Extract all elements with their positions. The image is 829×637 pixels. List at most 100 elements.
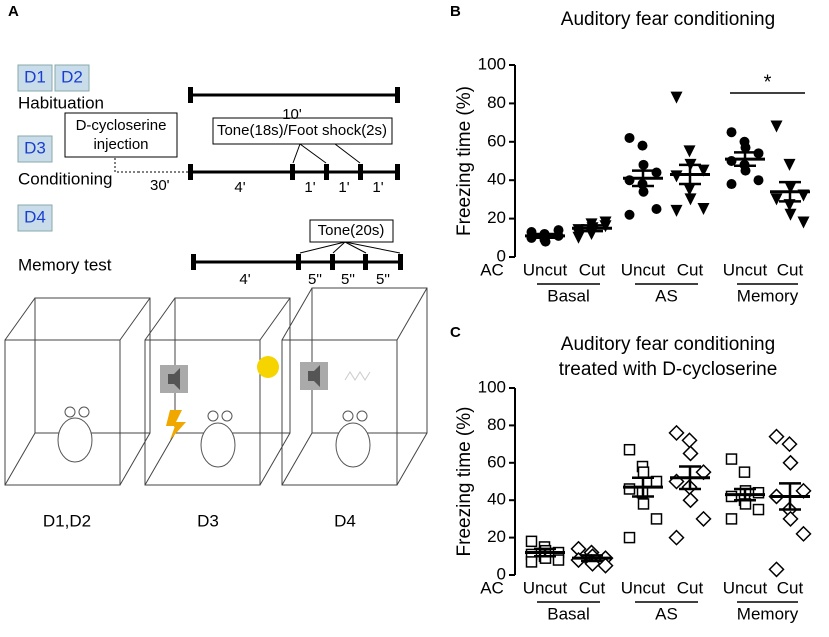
- arrow: [299, 143, 327, 164]
- group-label: Memory: [737, 286, 799, 305]
- data-point: [599, 220, 612, 233]
- data-point: [684, 193, 697, 206]
- context-label: D1,D2: [43, 511, 91, 530]
- x-tick-label: Cut: [677, 578, 704, 597]
- data-point: [740, 142, 751, 153]
- duration: 1': [372, 179, 383, 196]
- chart-title: Auditory fear conditioning: [561, 334, 775, 355]
- data-point: [738, 466, 751, 478]
- duration: 5'': [376, 271, 390, 288]
- data-point: [740, 165, 751, 176]
- data-point: [682, 445, 699, 462]
- y-tick-label: 100: [478, 54, 506, 73]
- duration: 1': [304, 179, 315, 196]
- stimulus-text: Tone(18s)/Foot shock(2s): [217, 122, 387, 139]
- stimulus-box: [212, 117, 393, 145]
- data-point: [552, 554, 565, 566]
- data-point: [683, 145, 696, 158]
- data-point: [623, 531, 636, 544]
- y-tick-label: 40: [487, 490, 506, 509]
- data-point: [697, 164, 710, 177]
- error-bar: [779, 482, 801, 511]
- timeline-end: [398, 254, 403, 270]
- error-bar: [581, 554, 603, 563]
- data-point: [752, 503, 765, 516]
- group-label: AS: [655, 286, 678, 305]
- injection-text: injection: [93, 136, 148, 153]
- duration: 5'': [341, 271, 355, 288]
- arrow: [332, 241, 346, 254]
- data-point: [753, 148, 764, 159]
- x-tick-label: Uncut: [621, 578, 666, 597]
- x-tick-label: Cut: [579, 260, 606, 279]
- day-box: [17, 204, 53, 232]
- x-tick-label: Uncut: [723, 260, 768, 279]
- arrow: [299, 241, 346, 254]
- error-bar: [632, 476, 654, 498]
- arrow: [344, 241, 401, 254]
- y-tick-label: 0: [497, 246, 506, 265]
- x-tick-label: Cut: [777, 260, 804, 279]
- data-point: [651, 167, 662, 178]
- duration: 10': [282, 106, 302, 123]
- data-point: [624, 209, 635, 220]
- data-point: [783, 158, 796, 171]
- duration: 5'': [308, 271, 322, 288]
- data-point: [638, 186, 649, 197]
- day-label: D4: [24, 207, 46, 226]
- error-bar: [581, 224, 603, 233]
- data-point: [725, 453, 738, 465]
- timeline-tick: [324, 164, 329, 180]
- data-point: [638, 159, 649, 170]
- y-tick-label: 20: [487, 527, 506, 546]
- arrow: [344, 241, 367, 254]
- injection-box: [64, 112, 178, 158]
- error-bar: [779, 180, 801, 203]
- significance-mark: *: [764, 71, 772, 93]
- error-bar: [632, 169, 654, 188]
- data-point: [624, 132, 635, 143]
- data-point: [726, 156, 737, 166]
- data-point: [768, 428, 785, 445]
- x-tick-label: Cut: [677, 260, 704, 279]
- timeline-end: [395, 164, 400, 180]
- chart-title: treated with D-cycloserine: [559, 359, 778, 380]
- x-tick-label: Cut: [579, 578, 606, 597]
- timeline-tick: [296, 254, 301, 270]
- y-axis-label: Freezing time (%): [454, 86, 475, 236]
- x-tick-label: Cut: [777, 578, 804, 597]
- data-point: [782, 454, 799, 471]
- injection-text: D-cycloserine: [76, 117, 167, 134]
- duration: 4': [234, 179, 245, 196]
- phase-label: Habituation: [18, 93, 104, 112]
- timeline-tick: [358, 164, 363, 180]
- timeline-end: [191, 254, 196, 270]
- data-point: [525, 556, 538, 568]
- y-tick-label: 60: [487, 452, 506, 471]
- duration: 4': [239, 271, 250, 288]
- data-point: [753, 175, 764, 186]
- day-box: [17, 64, 53, 92]
- panel-label: C: [450, 324, 461, 341]
- data-point: [553, 225, 564, 236]
- data-point: [752, 486, 765, 499]
- data-point: [670, 204, 683, 217]
- data-point: [668, 529, 685, 546]
- data-point: [637, 498, 650, 510]
- day-label: D2: [61, 67, 83, 86]
- day-label: D1: [24, 67, 46, 86]
- stimulus-text: Tone(20s): [318, 222, 385, 239]
- data-point: [782, 510, 799, 527]
- data-point: [770, 193, 783, 206]
- group-label: Basal: [547, 604, 590, 623]
- group-label: Basal: [547, 286, 590, 305]
- error-bar: [734, 151, 756, 168]
- context-label: D4: [334, 511, 356, 530]
- arrow: [334, 143, 361, 164]
- data-point: [624, 175, 635, 186]
- day-box: [54, 64, 90, 92]
- error-bar: [734, 487, 756, 502]
- data-point: [695, 510, 712, 527]
- context-label: D3: [197, 511, 219, 530]
- group-label: Memory: [737, 604, 799, 623]
